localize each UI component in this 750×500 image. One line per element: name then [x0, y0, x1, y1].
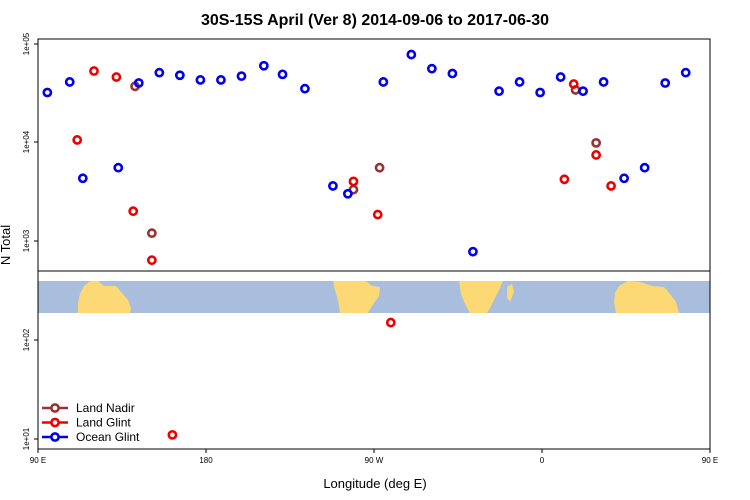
ocean-glint-point: [328, 181, 338, 191]
legend-marker-ocean-glint: [50, 432, 60, 442]
ocean-glint-point: [680, 67, 691, 78]
land-glint-point: [146, 255, 157, 266]
y-tick-label: 1e+01: [22, 427, 31, 450]
land-glint-point: [372, 209, 383, 220]
land-glint-point: [385, 317, 396, 328]
ocean-glint-point: [195, 75, 206, 85]
south-america-landmass: [333, 281, 380, 313]
land-glint-point: [128, 206, 139, 217]
legend-marker-land-nadir: [50, 403, 60, 413]
ocean-glint-point: [494, 86, 504, 97]
ocean-glint-point: [174, 70, 185, 81]
ocean-glint-point: [154, 67, 165, 78]
x-tick-label: 0: [540, 456, 545, 465]
land-glint-point: [167, 430, 178, 440]
ocean-glint-point: [468, 246, 478, 257]
chart-title: 30S-15S April (Ver 8) 2014-09-06 to 2017…: [201, 12, 549, 29]
x-tick-label: 90 E: [702, 456, 718, 465]
land-nadir-point: [374, 162, 385, 173]
land-glint-point: [568, 79, 579, 89]
ocean-glint-point: [639, 162, 650, 173]
ocean-glint-point: [258, 60, 269, 71]
land-nadir-point: [146, 228, 157, 239]
land-glint-point: [591, 150, 602, 160]
ocean-glint-point: [216, 75, 226, 85]
ocean-glint-point: [660, 78, 671, 88]
legend-marker-land-glint: [50, 417, 60, 428]
plot-frame: [37, 38, 711, 450]
ocean-glint-point: [77, 173, 88, 184]
y-axis: 1e+01 1e+02 1e+03 1e+04 1e+05: [22, 32, 38, 450]
ocean-glint-point: [277, 69, 288, 80]
ocean-glint-point: [447, 68, 458, 79]
y-tick-label: 1e+04: [22, 130, 31, 153]
land-glint-point: [111, 72, 122, 82]
ocean-glint-point: [426, 63, 437, 74]
madagascar-landmass: [507, 284, 514, 302]
world-map-strip: [38, 281, 710, 313]
data-points: [42, 49, 691, 440]
legend-label-land-nadir: Land Nadir: [76, 401, 135, 415]
land-glint-point: [72, 135, 83, 145]
ocean-glint-point: [619, 173, 630, 184]
ocean-glint-point: [598, 77, 609, 87]
y-tick-label: 1e+03: [22, 229, 31, 252]
ocean-glint-point: [535, 87, 546, 98]
ocean-glint-point: [342, 188, 353, 199]
x-tick-label: 90 E: [30, 456, 46, 465]
ocean-glint-point: [406, 49, 417, 60]
ocean-glint-point: [555, 72, 566, 82]
land-glint-point: [559, 174, 570, 185]
ocean-glint-point: [378, 77, 389, 87]
y-tick-label: 1e+05: [22, 32, 31, 55]
y-axis-label: N Total: [0, 225, 13, 265]
x-axis-label: Longitude (deg E): [323, 476, 426, 491]
ocean-glint-point: [578, 86, 588, 97]
ocean-glint-point: [113, 162, 124, 173]
land-nadir-point: [591, 137, 602, 148]
y-tick-label: 1e+02: [22, 328, 31, 351]
legend-label-land-glint: Land Glint: [76, 416, 131, 430]
land-glint-point: [348, 176, 359, 187]
australia-landmass-repeat: [614, 281, 679, 313]
australia-landmass: [78, 281, 131, 313]
ocean-glint-point: [236, 71, 247, 82]
legend-label-ocean-glint: Ocean Glint: [76, 430, 140, 444]
ocean-glint-point: [133, 78, 144, 88]
land-glint-point: [606, 181, 616, 191]
southern-africa-landmass: [459, 281, 503, 313]
ocean-glint-point: [64, 77, 75, 87]
ocean-glint-point: [300, 83, 310, 94]
land-glint-point: [89, 66, 99, 76]
ocean-glint-point: [514, 77, 525, 87]
ocean-glint-point: [42, 87, 53, 98]
x-tick-label: 180: [199, 456, 213, 465]
x-tick-label: 90 W: [365, 456, 384, 465]
